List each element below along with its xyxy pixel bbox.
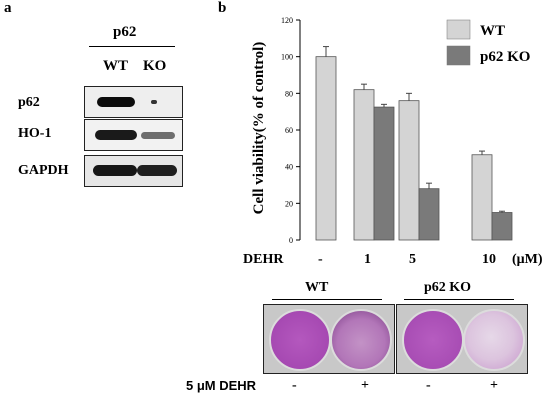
bar-p62-ko xyxy=(373,106,395,241)
x-tick-label: 5 xyxy=(409,252,416,267)
panel-a-label: a xyxy=(4,0,12,16)
x-axis-unit: (μM) xyxy=(512,252,543,267)
x-tick-label: 10 xyxy=(482,252,496,267)
treatment-label: 5 μM DEHR xyxy=(186,378,257,393)
bar-wt xyxy=(315,56,337,241)
lane-label-ko: KO xyxy=(143,58,167,74)
legend-swatch xyxy=(446,45,471,66)
blot-band xyxy=(151,100,157,104)
bar-p62-ko xyxy=(491,212,513,241)
dish-group-label-ko: p62 KO xyxy=(424,280,472,295)
dish-group-label-wt: WT xyxy=(305,280,329,295)
y-tick-label: 60 xyxy=(285,126,293,135)
dish-wt-control xyxy=(269,309,331,371)
dish-group-line-wt xyxy=(272,299,382,300)
treatment-mark-4: + xyxy=(490,378,498,393)
dish-wt-dehr xyxy=(330,309,392,371)
treatment-mark-1: - xyxy=(292,378,297,393)
blot-row-label-p62: p62 xyxy=(18,95,40,110)
bar-wt xyxy=(353,89,375,241)
legend-label: p62 KO xyxy=(480,49,530,65)
blot-band xyxy=(93,165,137,176)
legend-swatch xyxy=(446,19,471,40)
x-tick-label: - xyxy=(318,252,323,267)
y-tick-label: 100 xyxy=(281,53,293,62)
legend-label: WT xyxy=(480,23,505,39)
dish-ko-control xyxy=(402,309,464,371)
y-tick-label: 80 xyxy=(285,89,293,98)
blot-row-label-ho1: HO-1 xyxy=(18,126,52,141)
treatment-mark-2: + xyxy=(361,378,369,393)
blot-band xyxy=(141,132,175,139)
dish-group-line-ko xyxy=(404,299,514,300)
y-tick-label: 120 xyxy=(281,16,293,25)
bar-p62-ko xyxy=(418,188,440,241)
y-tick-label: 20 xyxy=(285,199,293,208)
blot-group-line xyxy=(89,46,175,47)
lane-label-wt: WT xyxy=(103,58,129,74)
bar-wt xyxy=(471,154,493,241)
dish-ko-dehr xyxy=(463,309,525,371)
viability-chart: 0 20 40 60 80 100 120 Cell viability(% of contr… xyxy=(243,16,543,267)
y-tick-label: 40 xyxy=(285,163,293,172)
blot-row-label-gapdh: GAPDH xyxy=(18,163,69,178)
blot-strip-p62 xyxy=(84,86,183,118)
blot-group-label: p62 xyxy=(113,24,137,40)
y-axis-label: Cell viability(% of control) xyxy=(251,42,267,215)
dish-plate-wt xyxy=(263,304,395,374)
x-tick-label: 1 xyxy=(364,252,371,267)
x-axis-caption: DEHR xyxy=(243,252,284,267)
dish-plate-ko xyxy=(396,304,528,374)
panel-b-label: b xyxy=(218,0,227,16)
blot-band xyxy=(97,97,135,107)
blot-strip-gapdh xyxy=(84,155,183,187)
y-tick-label: 0 xyxy=(289,236,293,245)
blot-band xyxy=(137,165,177,176)
treatment-mark-3: - xyxy=(426,378,431,393)
blot-strip-ho1 xyxy=(84,119,183,151)
bar-wt xyxy=(398,100,420,241)
blot-band xyxy=(95,130,137,140)
